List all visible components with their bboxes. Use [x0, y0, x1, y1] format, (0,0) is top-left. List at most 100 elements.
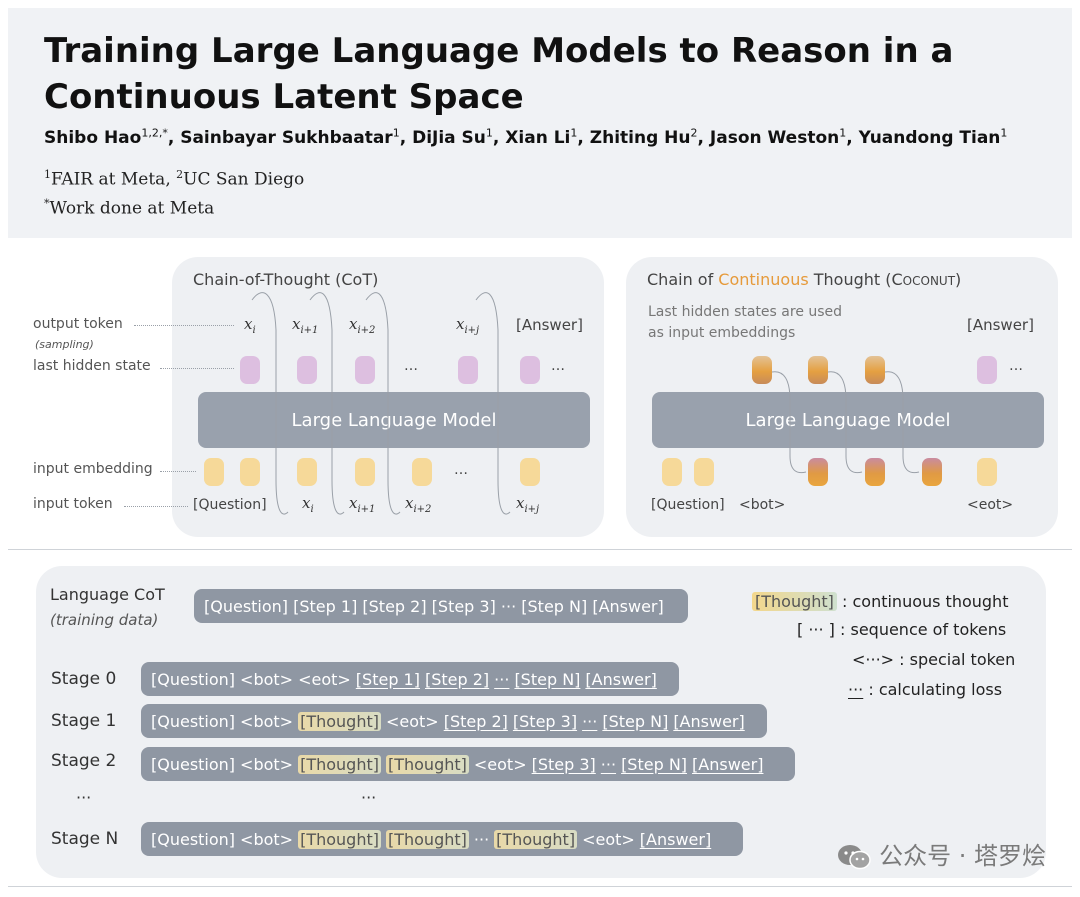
paper-title-line-1: Training Large Language Models to Reason… — [44, 31, 954, 71]
coconut-input-bot: <bot> — [739, 497, 786, 513]
cot-arrow — [309, 292, 345, 515]
paper-title-line-2: Continuous Latent Space — [44, 77, 524, 117]
section-divider — [8, 549, 1072, 550]
stage-label: Stage N — [51, 829, 119, 849]
cot-output-xij-base: x — [456, 315, 465, 333]
legend-loss-text: : calculating loss — [863, 680, 1003, 699]
author-affil-sup: 1 — [570, 126, 578, 139]
author: DiJia Su1, — [412, 126, 506, 148]
stage-ellipsis-left: ··· — [76, 788, 92, 807]
cot-input-xi-base: x — [302, 494, 311, 512]
leader-input-embedding — [160, 471, 196, 472]
sequence-token: [Answer] — [639, 829, 712, 849]
note-sup: * — [44, 197, 50, 210]
author-name: Sainbayar Sukhbaatar — [180, 127, 393, 148]
author-name: Shibo Hao — [44, 127, 142, 148]
title-banner — [8, 8, 1072, 238]
cot-hidden-state — [458, 356, 478, 384]
coconut-panel-title: Chain of Continuous Thought (COCONUT) — [647, 270, 961, 289]
legend-loss-mark: ··· — [848, 680, 864, 699]
affiliations: 1FAIR at Meta, 2UC San Diego — [44, 168, 304, 190]
sequence-token: [Question] — [151, 754, 236, 774]
label-input-token: input token — [33, 496, 113, 512]
sequence-token: [Step 3] — [512, 711, 578, 731]
cot-input-embedding — [297, 458, 317, 486]
cot-input-xi1: xi+1 — [349, 494, 375, 515]
sequence-token: <eot> — [385, 711, 439, 731]
cot-output-xij-sub: i+j — [464, 325, 480, 336]
coconut-feedback-arrows — [771, 371, 920, 474]
bottom-divider — [8, 886, 1072, 887]
cot-input-xi1-sub: i+1 — [357, 504, 376, 515]
author-name: Yuandong Tian — [858, 127, 1001, 148]
cot-input-question: [Question] — [193, 497, 267, 513]
cot-output-answer: [Answer] — [516, 316, 583, 334]
coconut-input-embedding — [977, 458, 997, 486]
cot-input-embedding — [240, 458, 260, 486]
coconut-input-embedding — [694, 458, 714, 486]
cot-arrow — [475, 292, 511, 515]
work-note: *Work done at Meta — [44, 197, 214, 219]
wechat-icon — [838, 845, 871, 870]
affil-sup-1: 1 — [44, 168, 51, 181]
sequence-token: [Step 1] — [355, 669, 420, 689]
cot-output-xi2-base: x — [349, 315, 358, 333]
sequence-token: <eot> — [298, 669, 351, 689]
legend-thought-chip: [Thought] — [752, 592, 837, 611]
sequence-token: [Question] — [151, 711, 236, 731]
cot-input-xi2-base: x — [405, 494, 414, 512]
cot-output-xi2-sub: i+2 — [357, 325, 376, 336]
cot-output-xij: xi+j — [456, 315, 479, 336]
cot-arrow — [365, 292, 401, 515]
stage-label: Stage 1 — [51, 711, 117, 731]
cot-output-xi1-base: x — [292, 315, 301, 333]
sequence-token: [Step N] — [514, 669, 581, 689]
coconut-note-line-2: as input embeddings — [648, 325, 796, 341]
author: Zhiting Hu2, — [589, 126, 710, 148]
thought-token: [Thought] — [494, 829, 578, 849]
cot-input-xij-sub: i+j — [524, 504, 540, 515]
paper-title: Training Large Language Models to Reason… — [44, 28, 1044, 120]
cot-llm-block: Large Language Model — [198, 392, 590, 448]
coconut-title-name-initial: C — [891, 270, 903, 289]
thought-token: [Thought] — [298, 711, 381, 731]
cot-input-xi-sub: i — [310, 504, 314, 515]
affil-text-1: FAIR at Meta, — [51, 169, 177, 190]
coconut-arrow — [771, 371, 807, 474]
coconut-title-highlight: Continuous — [718, 270, 809, 289]
legend-thought-text: : continuous thought — [842, 592, 1009, 611]
coconut-hidden-state — [865, 356, 885, 384]
coconut-hidden-state — [752, 356, 772, 384]
cot-feedback-arrows — [251, 292, 511, 515]
sequence-token: [Step 3] — [531, 754, 596, 774]
author: Jason Weston1, — [709, 126, 859, 148]
leader-input-token — [124, 506, 188, 507]
cot-panel-title: Chain-of-Thought (CoT) — [193, 270, 379, 289]
cot-input-ellipsis: … — [454, 462, 468, 478]
sequence-token: [Answer] — [692, 754, 764, 774]
stage-label: Stage 0 — [51, 669, 117, 689]
author-name: Jason Weston — [709, 127, 840, 148]
author-affil-sup: 1 — [839, 126, 847, 139]
cot-input-xij-base: x — [516, 494, 525, 512]
author-name: Xian Li — [505, 127, 571, 148]
stage-sequence: [Question] <bot> <eot> [Step 1] [Step 2] ···[… — [141, 662, 679, 696]
author-affil-sup: 1 — [392, 126, 400, 139]
label-input-embedding: input embedding — [33, 461, 153, 477]
stage-sequence: [Question] <bot> [Thought] <eot> [Step 2] [St… — [141, 704, 767, 738]
sequence-token: [Step N] — [602, 711, 669, 731]
coconut-arrow — [827, 371, 863, 474]
author: Xian Li1, — [505, 126, 590, 148]
language-cot-sequence-text: [Question] [Step 1] [Step 2] [Step 3] ··… — [204, 596, 664, 616]
sequence-token: ··· — [473, 829, 490, 849]
coconut-title-prefix: Chain of — [647, 270, 719, 289]
author-affil-sup: 1,2,* — [141, 126, 168, 139]
cot-output-xi-sub: i — [252, 325, 256, 336]
legend-sequence-of-tokens: [ ··· ] : sequence of tokens — [797, 620, 1007, 639]
leader-output-token — [134, 325, 234, 326]
legend-continuous-thought: [Thought] : continuous thought — [752, 592, 1008, 611]
language-cot-label: Language CoT — [50, 585, 165, 604]
coconut-answer-ellipsis: … — [1009, 358, 1023, 374]
cot-output-xi: xi — [244, 315, 256, 336]
sequence-token: [Step 2] — [443, 711, 508, 731]
